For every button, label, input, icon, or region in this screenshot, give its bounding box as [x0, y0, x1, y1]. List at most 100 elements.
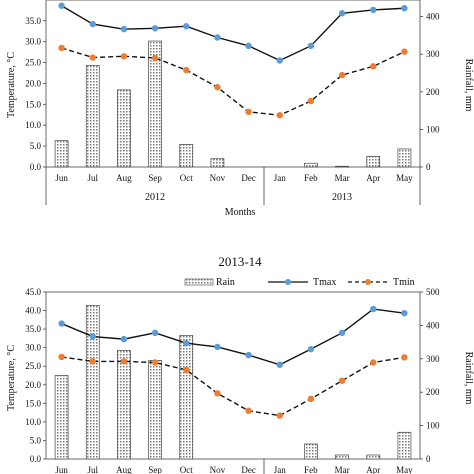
tmin-point	[120, 358, 128, 365]
left-tick-label: 25.0	[25, 58, 41, 68]
rain-bar	[304, 162, 318, 168]
left-tick-label: 0.0	[30, 454, 42, 464]
month-label: Feb	[304, 465, 318, 474]
plot-area	[45, 291, 421, 460]
left-tick-label: 5.0	[30, 435, 42, 445]
rain-bar	[117, 350, 131, 460]
month-label: Mar	[335, 465, 350, 474]
tmin-point	[183, 66, 190, 74]
rain-bar	[148, 360, 162, 460]
left-tick-label: 10.0	[25, 417, 41, 427]
rain-bar	[148, 40, 162, 168]
month-label: Jul	[87, 465, 98, 474]
rain-bar	[54, 140, 69, 168]
month-label: Oct	[180, 173, 193, 183]
rain-bar	[54, 375, 69, 460]
y-axis-label-left: Temperature, °C	[6, 345, 17, 411]
legend-tmax-marker	[285, 279, 291, 285]
tmax-point	[338, 10, 346, 17]
year-label-2013: 2013	[332, 192, 352, 203]
month-label: Aug	[116, 173, 132, 183]
legend: Rain Tmax Tmin	[184, 277, 415, 288]
tmax-point	[151, 329, 159, 337]
rain-bar	[210, 158, 225, 168]
tmin-point	[214, 84, 221, 91]
rain-bar	[366, 454, 381, 460]
tmin-point	[151, 359, 159, 366]
left-tick-label: 0.0	[30, 162, 42, 172]
tmax-point	[370, 6, 377, 14]
left-tick-label: 10.0	[25, 120, 41, 130]
month-label: Jan	[274, 465, 286, 474]
left-tick-label: 15.0	[25, 398, 41, 408]
tmax-point	[401, 309, 408, 317]
right-tick-label: 300	[426, 354, 440, 364]
left-tick-label: 30.0	[25, 343, 41, 353]
right-tick-label: 0	[426, 162, 431, 172]
rain-bar	[85, 65, 100, 168]
tmax-point	[120, 335, 128, 343]
left-tick-label: 30.0	[25, 37, 41, 47]
tmax-point	[120, 25, 128, 33]
tmax-point	[245, 351, 252, 359]
rain-bars	[54, 40, 412, 168]
left-axis-ticks: 0.0 5.0 10.0 15.0 20.0 25.0 30.0 35.0	[25, 16, 46, 172]
month-label: May	[396, 465, 413, 474]
tmin-point	[58, 353, 65, 361]
month-label: Jun	[55, 173, 68, 183]
month-label: Feb	[304, 173, 318, 183]
legend-rain-label: Rain	[216, 277, 235, 288]
rain-bar	[117, 89, 131, 168]
legend-rain-swatch	[184, 278, 214, 286]
tmax-point	[370, 305, 377, 313]
tmin-point	[401, 354, 408, 361]
tmax-point	[276, 57, 283, 64]
tmin-point	[245, 108, 252, 116]
tmax-point	[245, 42, 252, 50]
temperature-lines	[58, 2, 408, 119]
chart-2012-13: 0.0 5.0 10.0 15.0 20.0 25.0 30.0 35.0 0 100 200 30…	[6, 0, 474, 218]
y-axis-label-left: Temperature, °C	[6, 52, 17, 118]
month-label: Nov	[210, 465, 226, 474]
tmin-point	[338, 377, 346, 384]
tmin-line	[61, 356, 405, 417]
tmin-point	[307, 395, 315, 403]
month-label: Sep	[148, 173, 162, 183]
y-axis-label-right: Rainfall, mm	[463, 352, 474, 405]
right-tick-label: 100	[426, 421, 440, 431]
legend-tmin-marker	[365, 279, 371, 285]
tmax-point	[307, 42, 315, 50]
tmax-point	[183, 23, 190, 30]
left-tick-label: 40.0	[25, 306, 41, 316]
chart-title: 2013-14	[218, 254, 262, 269]
tmin-point	[58, 44, 65, 52]
x-axis-label: Months	[225, 207, 256, 218]
month-label: Sep	[148, 465, 162, 474]
tmin-point	[307, 97, 315, 105]
month-label: Oct	[180, 465, 193, 474]
month-label: Jun	[55, 465, 68, 474]
rain-bar	[397, 431, 412, 460]
month-label: Apr	[366, 173, 380, 183]
year-label-2012: 2012	[145, 192, 165, 203]
tmin-point	[151, 54, 159, 62]
rain-bar	[335, 454, 349, 460]
tmax-point	[276, 361, 283, 368]
left-axis-ticks: 0.0 5.0 10.0 15.0 20.0 25.0 30.0 35.0 40.0 45.0	[25, 287, 46, 464]
y-axis-label-right: Rainfall, mm	[463, 59, 474, 112]
left-tick-label: 5.0	[30, 141, 42, 151]
month-labels: Jun Jul Aug Sep Oct Nov Dec Jan Feb Mar Apr May	[55, 173, 413, 183]
tmax-point	[58, 320, 65, 327]
left-tick-label: 20.0	[25, 78, 41, 88]
legend-tmax-label: Tmax	[313, 277, 336, 288]
tmax-point	[151, 25, 159, 32]
rain-bar	[335, 165, 349, 168]
right-tick-label: 400	[426, 320, 440, 330]
tmin-point	[245, 407, 252, 414]
month-labels: Jun Jul Aug Sep Oct Nov Dec Jan Feb Mar Apr May	[55, 465, 413, 474]
tmin-point	[276, 412, 283, 419]
tmin-point	[370, 63, 377, 70]
right-tick-label: 300	[426, 49, 440, 59]
month-label: Aug	[116, 465, 132, 474]
